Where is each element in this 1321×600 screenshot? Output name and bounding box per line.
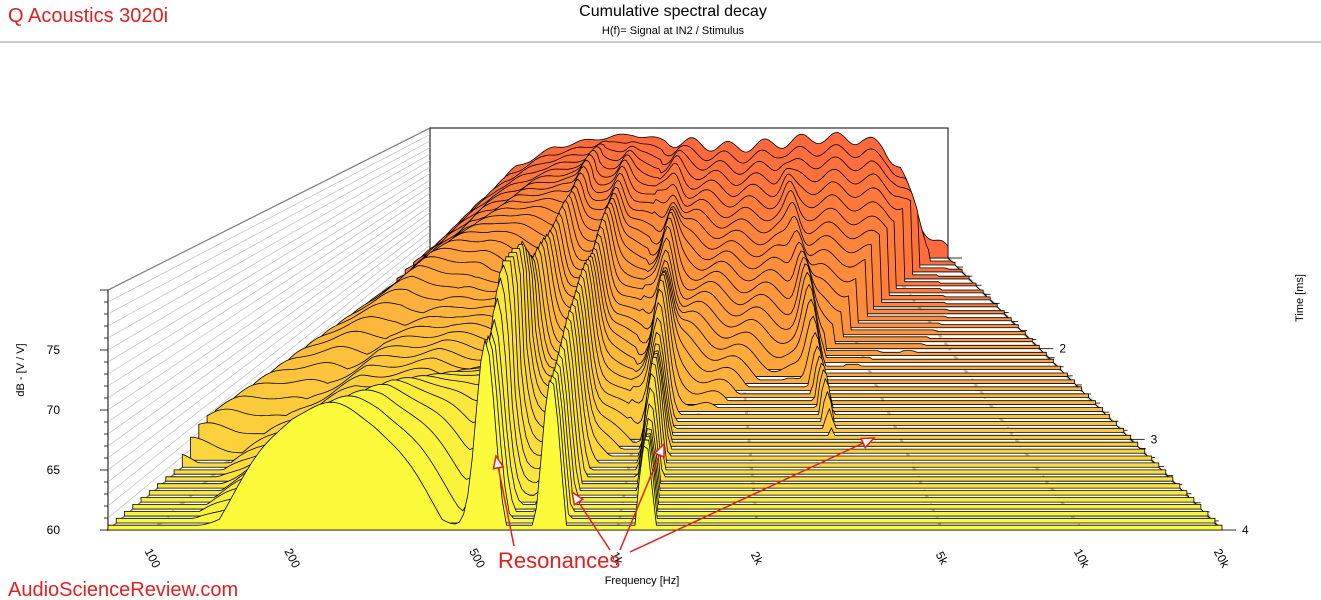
- resonance-arrowhead: [653, 442, 665, 459]
- wall-grid-y: [107, 231, 431, 483]
- y-tick-label: 60: [47, 523, 61, 537]
- decay-slice: [107, 339, 1223, 531]
- watermark: AudioScienceReview.com: [8, 579, 238, 600]
- resonance-arrow: [495, 455, 515, 547]
- x-tick-label: 20k: [1211, 546, 1233, 571]
- y-axis-title: dB - [V / V]: [15, 343, 27, 396]
- wall-grid-y: [107, 127, 431, 291]
- chart-title: Cumulative spectral decay: [579, 3, 767, 20]
- x-axis-title: Frequency [Hz]: [605, 575, 680, 587]
- wall-grid-y: [107, 153, 431, 339]
- x-tick-label: 5k: [933, 549, 952, 568]
- y-tick-label: 75: [47, 343, 61, 357]
- wall-grid-y: [107, 186, 431, 399]
- y-tick-label: 65: [47, 463, 61, 477]
- wall-grid-y: [107, 212, 431, 447]
- wall-grid-y: [107, 140, 431, 315]
- wall-grid-y: [107, 147, 431, 327]
- wall-grid-y: [107, 173, 431, 375]
- wall-grid-y: [107, 238, 431, 495]
- z-tick-label: 3: [1151, 432, 1158, 446]
- resonance-arrow: [619, 443, 665, 551]
- annotation-layer: [492, 437, 876, 553]
- wall-grid-y: [107, 166, 431, 363]
- z-axis-title: Time [ms]: [1294, 274, 1306, 322]
- chart-subtitle: H(f)= Signal at IN2 / Stimulus: [602, 25, 745, 37]
- brand-title: Q Acoustics 3020i: [8, 5, 168, 27]
- wall-grid-y: [107, 199, 431, 423]
- z-tick-label: 2: [1059, 342, 1066, 356]
- wall-grid-y: [107, 134, 431, 303]
- wall-grid-y: [107, 218, 431, 459]
- wall-grid-y: [107, 179, 431, 387]
- x-tick-label: 2k: [748, 549, 767, 568]
- resonances-label: Resonances: [498, 548, 620, 573]
- x-tick-label: 10k: [1071, 546, 1093, 571]
- z-tick-label: 4: [1242, 523, 1249, 537]
- wall-grid-y: [107, 160, 431, 351]
- x-tick-label: 500: [466, 546, 488, 571]
- wall-grid-y: [107, 225, 431, 471]
- slice-layer: [107, 132, 1223, 531]
- wall-grid-y: [107, 192, 431, 411]
- wall-grid-y: [107, 205, 431, 435]
- x-tick-label: 100: [142, 546, 164, 571]
- resonance-arrowhead: [492, 454, 505, 470]
- resonance-arrowhead: [570, 490, 585, 507]
- y-tick-label: 70: [47, 403, 61, 417]
- x-tick-label: 200: [282, 546, 304, 571]
- resonance-arrowhead: [859, 437, 876, 449]
- resonance-arrow: [629, 437, 875, 553]
